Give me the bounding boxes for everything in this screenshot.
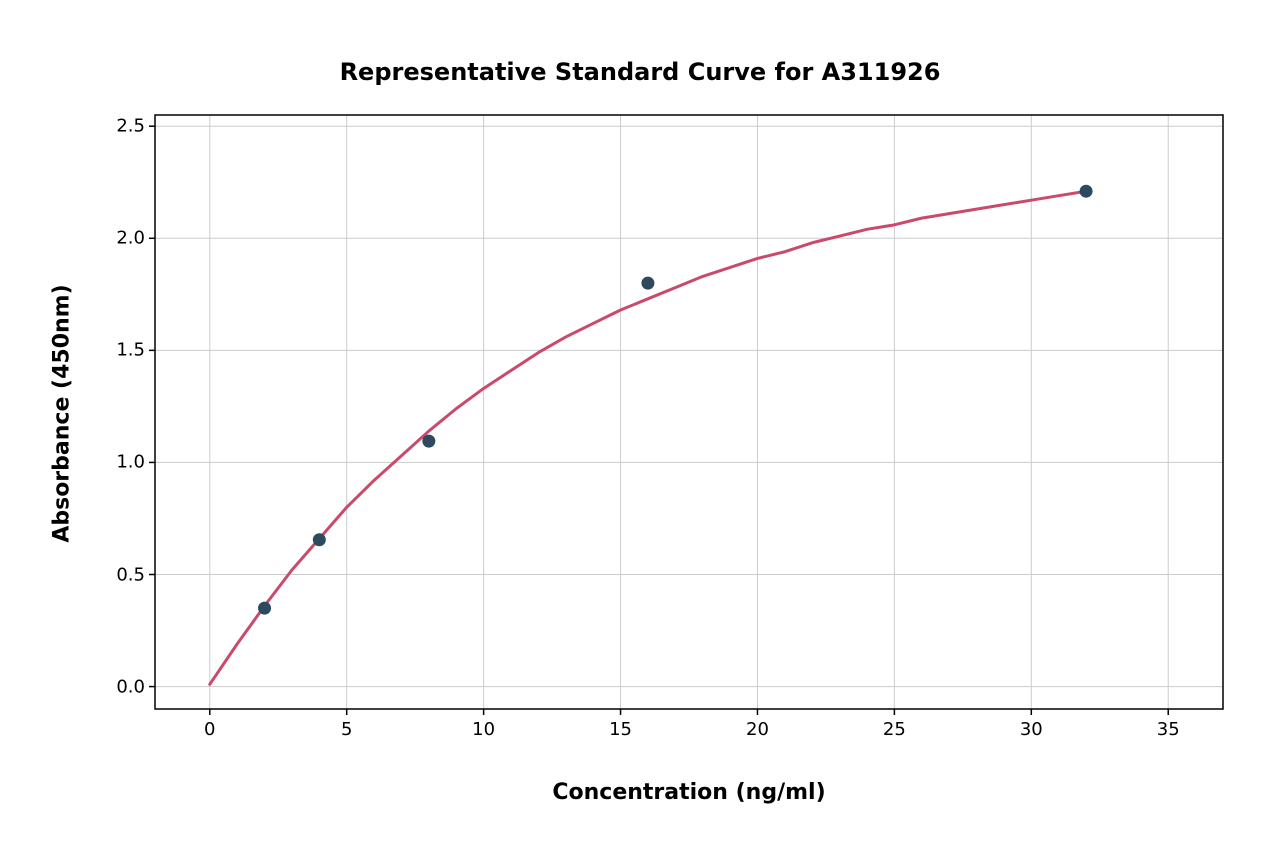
x-tick-label: 35	[1157, 719, 1180, 740]
x-tick-label: 20	[746, 719, 769, 740]
data-point	[642, 277, 654, 289]
y-tick-label: 2.0	[105, 228, 145, 249]
scatter-points	[259, 185, 1093, 614]
data-point	[1080, 185, 1092, 197]
x-axis-label: Concentration (ng/ml)	[155, 780, 1223, 805]
y-tick-label: 0.5	[105, 564, 145, 585]
y-tick-label: 1.5	[105, 340, 145, 361]
x-tick-label: 0	[204, 719, 215, 740]
x-tick-label: 15	[609, 719, 632, 740]
grid-lines	[155, 115, 1223, 709]
axes-ticks	[149, 126, 1168, 715]
x-tick-label: 5	[341, 719, 352, 740]
y-tick-label: 0.0	[105, 676, 145, 697]
x-tick-label: 30	[1020, 719, 1043, 740]
y-tick-label: 1.0	[105, 452, 145, 473]
data-point	[313, 534, 325, 546]
chart-svg	[0, 0, 1280, 845]
data-point	[259, 602, 271, 614]
data-point	[423, 435, 435, 447]
y-tick-label: 2.5	[105, 116, 145, 137]
y-axis-label: Absorbance (450nm)	[50, 117, 75, 711]
x-tick-label: 25	[883, 719, 906, 740]
fitted-curve	[210, 191, 1086, 684]
chart-container: Representative Standard Curve for A31192…	[0, 0, 1280, 845]
x-tick-label: 10	[472, 719, 495, 740]
axes-lines	[155, 115, 1223, 709]
